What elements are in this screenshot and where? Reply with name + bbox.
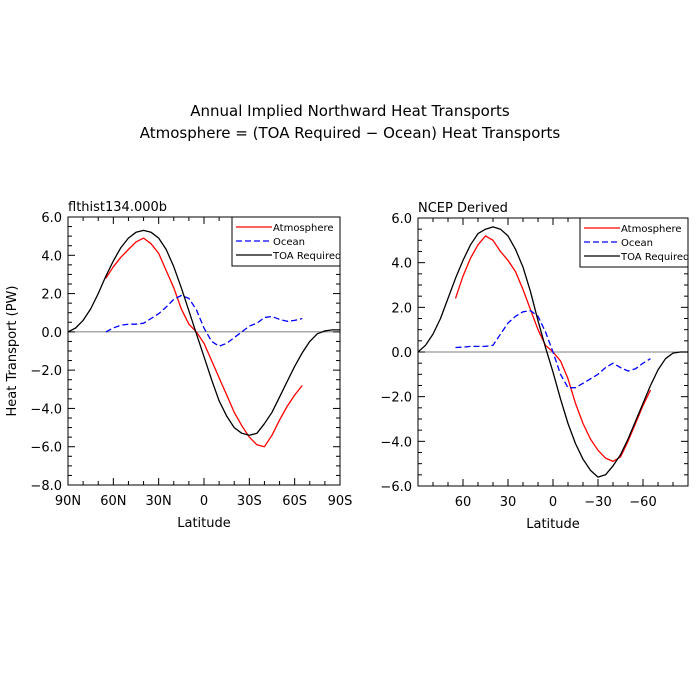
y-tick-label: 2.0 (391, 301, 412, 316)
y-tick-label: −2.0 (380, 391, 412, 406)
y-tick-label: 4.0 (391, 257, 412, 272)
y-tick-label: −4.0 (380, 435, 412, 450)
legend: Atmosphere Ocean TOA Required (231, 216, 341, 267)
right-panel: NCEP Derived 60 30 0 −30 −60 6.0 4.0 2.0 0.0 −2.0 −… (380, 201, 689, 532)
y-tick-label: 6.0 (41, 211, 62, 226)
x-tick-label: 30 (500, 495, 517, 510)
series-line-ocean (455, 310, 651, 389)
x-axis-label: Latitude (526, 517, 580, 532)
y-tick-label: 0.0 (41, 326, 62, 341)
y-axis-label: Heat Transport (PW) (5, 286, 20, 417)
legend-label: Atmosphere (273, 223, 334, 234)
series-line-atmosphere (105, 237, 303, 448)
left-panel: flthist134.000b 90N 60N 30N 0 30S 60S 90S 6.0 4.0… (5, 200, 352, 531)
y-tick-label: −8.0 (30, 479, 62, 494)
y-tick-label: 2.0 (41, 288, 62, 303)
x-tick-label: 30N (146, 494, 172, 509)
y-tick-label: −4.0 (30, 402, 62, 417)
x-tick-label: 30S (237, 494, 262, 509)
panel-label: NCEP Derived (418, 201, 508, 216)
x-tick-label: −30 (584, 495, 611, 510)
legend-label: TOA Required (620, 252, 689, 263)
legend-label: Atmosphere (621, 224, 682, 235)
y-tick-label: −2.0 (30, 364, 62, 379)
figure-title: Annual Implied Northward Heat Transports (190, 102, 510, 120)
series-line-ocean (105, 294, 303, 347)
x-tick-label: 60 (455, 495, 472, 510)
y-tick-label: 6.0 (391, 212, 412, 227)
series-line-atmosphere (454, 235, 652, 463)
legend-label: Ocean (273, 237, 305, 248)
y-tick-label: 0.0 (391, 346, 412, 361)
legend-label: Ocean (621, 238, 653, 249)
legend: Atmosphere Ocean TOA Required (579, 217, 689, 268)
series-line-toa-required (67, 229, 340, 436)
x-tick-label: 60S (282, 494, 307, 509)
x-axis-label: Latitude (177, 516, 231, 531)
legend-label: TOA Required (272, 251, 341, 262)
x-tick-label: 90S (328, 494, 353, 509)
x-tick-label: 0 (549, 495, 557, 510)
y-tick-label: −6.0 (30, 441, 62, 456)
legend-box (231, 216, 341, 267)
x-tick-label: 0 (200, 494, 208, 509)
figure-subtitle: Atmosphere = (TOA Required − Ocean) Heat… (140, 124, 561, 142)
panel-label: flthist134.000b (68, 200, 167, 215)
y-tick-label: 4.0 (41, 249, 62, 264)
series-line-toa-required (417, 226, 688, 478)
y-tick-label: −6.0 (380, 480, 412, 495)
x-tick-label: −60 (629, 495, 656, 510)
x-tick-label: 60N (100, 494, 126, 509)
x-tick-label: 90N (55, 494, 81, 509)
